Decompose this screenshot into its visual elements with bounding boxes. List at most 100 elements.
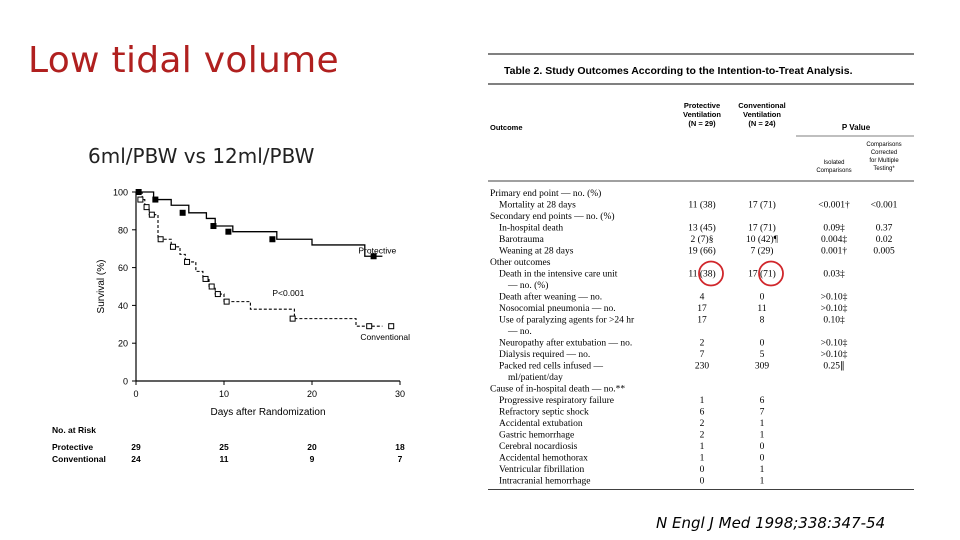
outcomes-table: Table 2. Study Outcomes According to the… (488, 53, 914, 490)
row-conventional-value: 17 (71) (748, 200, 776, 211)
row-isolated-p: 0.25∥ (823, 361, 844, 372)
row-label: In-hospital death (499, 224, 563, 234)
row-conventional-value: 11 (757, 304, 766, 314)
header-conventional: Ventilation (743, 110, 781, 119)
row-label: Cerebral nocardiosis (499, 442, 578, 452)
row-protective-value: 2 (7)§ (691, 234, 714, 245)
conventional-censor-marker (148, 211, 155, 218)
at-risk-value: 29 (131, 442, 141, 452)
protective-censor-marker (210, 223, 217, 230)
row-label: Ventricular fibrillation (499, 464, 584, 475)
row-conventional-value: 0 (760, 293, 765, 303)
conventional-censor-marker (184, 258, 191, 265)
row-protective-value: 2 (700, 431, 705, 441)
row-protective-value: 11 (38) (688, 269, 715, 280)
row-protective-value: 1 (700, 396, 705, 406)
row-conventional-value: 0 (760, 454, 765, 464)
row-conventional-value: 17 (71) (748, 269, 776, 280)
conventional-censor-marker (137, 196, 144, 203)
slide-subtitle: 6ml/PBW vs 12ml/PBW (88, 144, 315, 168)
protective-censor-marker (152, 196, 159, 203)
row-label: Death after weaning — no. (499, 292, 602, 303)
row-label: Accidental extubation (499, 419, 583, 429)
row-label: Nosocomial pneumonia — no. (499, 304, 616, 314)
row-label: Other outcomes (490, 258, 551, 268)
at-risk-value: 9 (310, 454, 315, 464)
header-isolated: Comparisons (816, 168, 851, 174)
at-risk-value: 20 (307, 442, 317, 452)
row-label: Accidental hemothorax (499, 454, 588, 464)
row-protective-value: 1 (700, 442, 705, 452)
row-protective-value: 2 (700, 339, 705, 349)
row-label: Use of paralyzing agents for >24 hr (499, 315, 635, 326)
protective-survival-line (136, 191, 383, 257)
protective-censor-marker (225, 228, 232, 235)
protective-censor-marker (179, 209, 186, 216)
row-corrected-p: 0.37 (876, 224, 893, 234)
kaplan-meier-chart: 0 20 40 60 80 100 0 10 20 30 Survival (%) Days afte… (52, 188, 410, 465)
conventional-censor-marker (223, 298, 230, 305)
row-conventional-value: 17 (71) (748, 223, 776, 234)
header-corrected: Comparisons (866, 142, 901, 148)
row-conventional-value: 1 (760, 465, 765, 475)
at-risk-value: 18 (395, 442, 405, 452)
row-label: Weaning at 28 days (499, 247, 574, 257)
row-protective-value: 17 (697, 316, 707, 326)
row-isolated-p: <0.001† (818, 201, 850, 211)
row-isolated-p: 0.004‡ (821, 235, 847, 245)
row-protective-value: 230 (695, 362, 710, 372)
row-label: Refractory septic shock (499, 407, 589, 418)
conventional-censor-marker (202, 275, 209, 282)
at-risk-row-label: Conventional (52, 454, 106, 464)
row-isolated-p: >0.10‡ (821, 350, 848, 360)
x-axis-label: Days after Randomization (210, 407, 325, 418)
number-at-risk-title: No. at Risk (52, 425, 96, 435)
row-corrected-p: 0.005 (873, 247, 895, 257)
row-corrected-p: <0.001 (871, 201, 898, 211)
header-conventional: (N = 24) (748, 119, 776, 128)
p-value-label: P<0.001 (272, 288, 304, 298)
y-tick-label: 40 (118, 301, 128, 311)
row-isolated-p: 0.10‡ (823, 316, 845, 326)
conventional-censor-marker (289, 315, 296, 322)
header-corrected: for Multiple (869, 158, 899, 164)
protective-censor-marker (370, 253, 377, 260)
conventional-survival-line (136, 191, 383, 327)
x-tick-label: 0 (133, 389, 138, 399)
row-isolated-p: >0.10‡ (821, 293, 848, 303)
conventional-censor-marker (143, 204, 150, 211)
citation: N Engl J Med 1998;338:347-54 (656, 514, 886, 532)
conventional-censor-marker (169, 243, 176, 250)
row-conventional-value: 6 (760, 396, 765, 406)
row-protective-value: 7 (700, 350, 705, 360)
y-tick-label: 80 (118, 225, 128, 235)
at-risk-value: 25 (219, 442, 229, 452)
row-conventional-value: 10 (42)¶ (746, 234, 779, 245)
row-protective-value: 4 (700, 293, 705, 303)
at-risk-value: 7 (398, 454, 403, 464)
header-conventional: Conventional (738, 101, 786, 110)
x-tick-label: 20 (307, 389, 317, 399)
header-protective: Protective (684, 101, 720, 110)
row-label: Mortality at 28 days (499, 201, 576, 211)
row-conventional-value: 1 (760, 477, 765, 487)
row-protective-value: 6 (700, 408, 705, 418)
at-risk-value: 24 (131, 454, 141, 464)
x-tick-label: 30 (395, 389, 405, 399)
row-label: Barotrauma (499, 235, 545, 245)
row-conventional-value: 1 (760, 419, 765, 429)
header-isolated: Isolated (823, 160, 844, 166)
row-corrected-p: 0.02 (876, 235, 893, 245)
header-protective: Ventilation (683, 110, 721, 119)
conventional-censor-marker (214, 291, 221, 298)
row-label: Progressive respiratory failure (499, 395, 614, 406)
conventional-series-label: Conventional (360, 332, 410, 342)
header-corrected: Testing* (873, 166, 895, 172)
protective-series-label: Protective (358, 245, 396, 255)
slide-title: Low tidal volume (28, 40, 339, 81)
highlight-circle-protective (698, 260, 724, 287)
row-conventional-value: 7 (760, 408, 765, 418)
row-conventional-value: 0 (760, 442, 765, 452)
row-conventional-value: 309 (755, 362, 770, 372)
row-label: Primary end point — no. (%) (490, 188, 601, 199)
